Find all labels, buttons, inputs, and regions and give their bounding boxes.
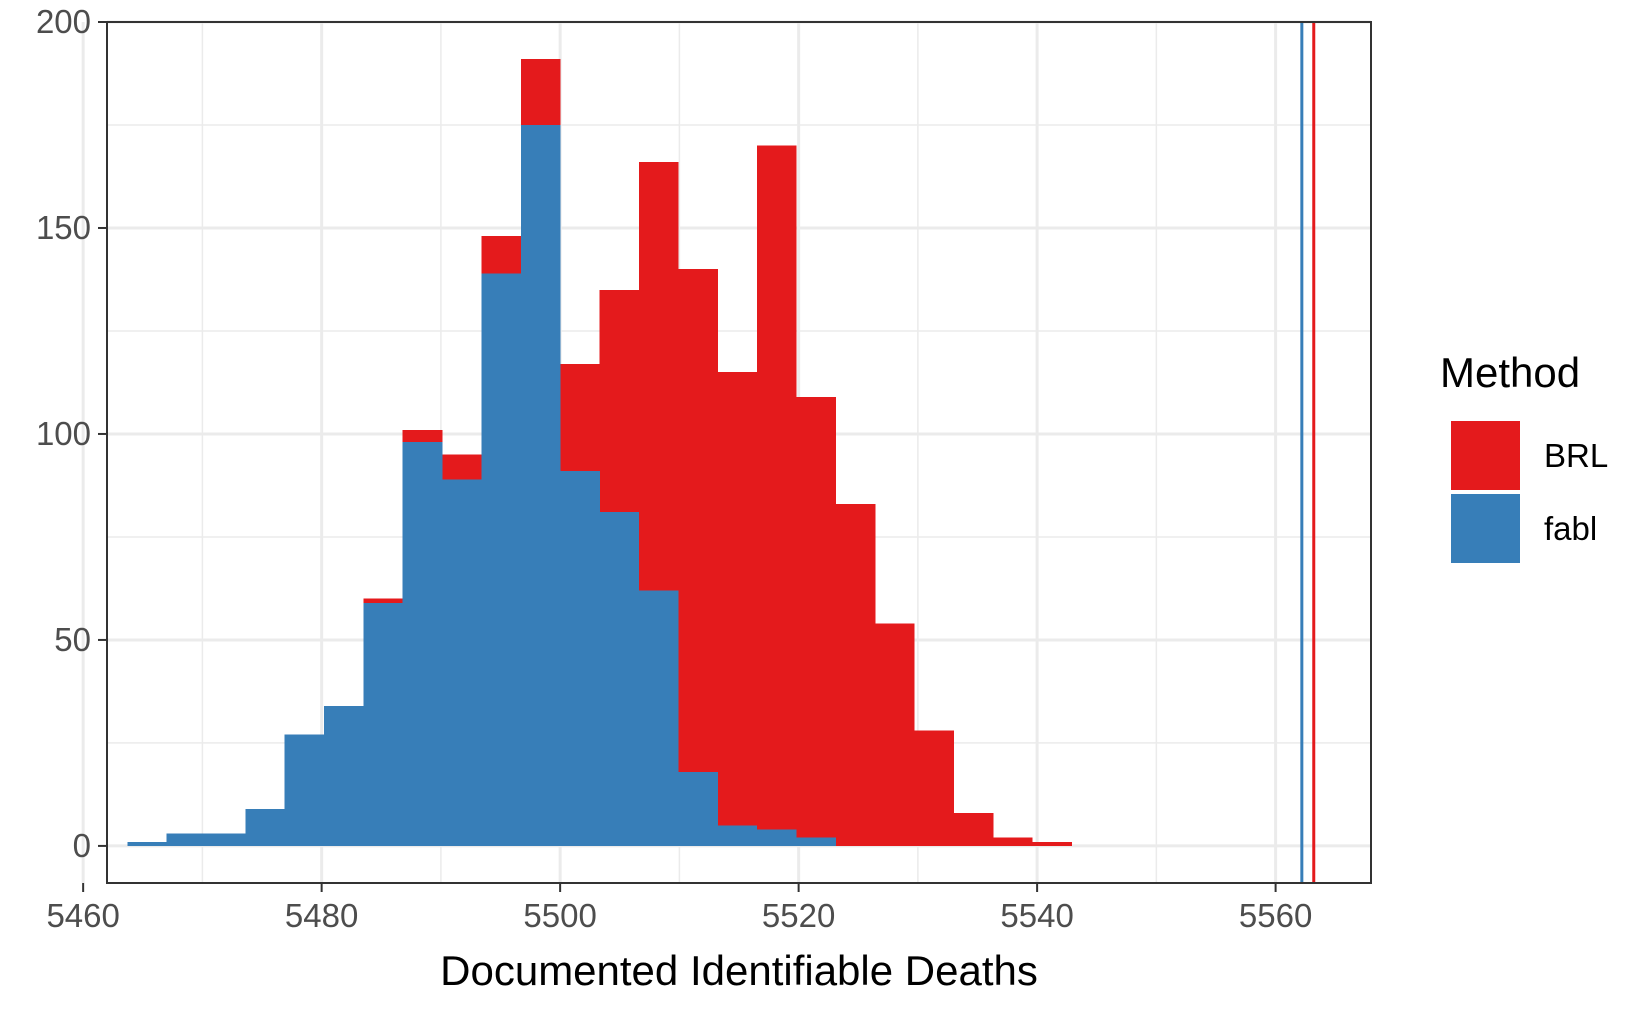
bar-fabl — [756, 829, 797, 846]
bar-fabl — [520, 124, 561, 846]
bar-fabl — [127, 841, 167, 846]
x-axis-title: Documented Identifiable Deaths — [440, 947, 1038, 994]
y-tick-label: 0 — [73, 827, 91, 864]
bar-BRL — [1032, 841, 1073, 846]
bar-BRL — [874, 623, 915, 846]
bar-BRL — [756, 145, 797, 846]
bar-fabl — [324, 705, 364, 846]
bar-fabl — [166, 833, 207, 846]
x-tick-label: 5500 — [523, 897, 596, 934]
bar-fabl — [481, 273, 522, 846]
bar-fabl — [284, 734, 325, 846]
bar-fabl — [638, 590, 679, 846]
x-tick-label: 5520 — [762, 897, 835, 934]
bar-fabl — [363, 602, 404, 846]
y-tick-label: 50 — [54, 621, 91, 658]
bar-BRL — [992, 837, 1033, 846]
legend-label-fabl: fabl — [1544, 510, 1597, 547]
y-tick-label: 100 — [36, 415, 91, 452]
x-tick-label: 5560 — [1239, 897, 1312, 934]
x-tick-label: 5480 — [285, 897, 358, 934]
bar-fabl — [599, 512, 640, 846]
legend-label-BRL: BRL — [1544, 437, 1608, 474]
bar-BRL — [914, 730, 954, 846]
bar-fabl — [245, 808, 286, 846]
legend-key-fabl — [1451, 494, 1520, 563]
bar-BRL — [717, 372, 758, 846]
y-tick-label: 200 — [36, 3, 91, 40]
bar-fabl — [560, 471, 600, 846]
reference-lines — [1300, 22, 1316, 883]
bar-fabl — [678, 771, 718, 846]
bar-BRL — [835, 503, 876, 846]
bar-BRL — [678, 269, 718, 846]
bar-fabl — [717, 825, 758, 846]
bar-fabl — [205, 833, 246, 846]
x-tick-label: 5540 — [1000, 897, 1073, 934]
histogram-bars — [127, 59, 1073, 846]
bar-fabl — [442, 479, 482, 846]
x-tick-label: 5460 — [46, 897, 119, 934]
bar-fabl — [796, 837, 836, 846]
bar-fabl — [402, 442, 443, 846]
plot-panel-border — [106, 21, 1372, 884]
series-fabl-bars — [127, 124, 836, 846]
legend-items: BRL fabl — [1451, 421, 1608, 563]
legend-title: Method — [1440, 349, 1580, 396]
y-axis: 0 50 100 150 200 — [36, 3, 107, 864]
y-tick-label: 150 — [36, 209, 91, 246]
legend: Method BRL fabl — [1440, 349, 1608, 563]
x-axis: 5460 5480 5500 5520 5540 5560 — [46, 883, 1312, 934]
legend-key-BRL — [1451, 421, 1520, 490]
bar-BRL — [953, 812, 994, 846]
bar-BRL — [796, 396, 836, 846]
